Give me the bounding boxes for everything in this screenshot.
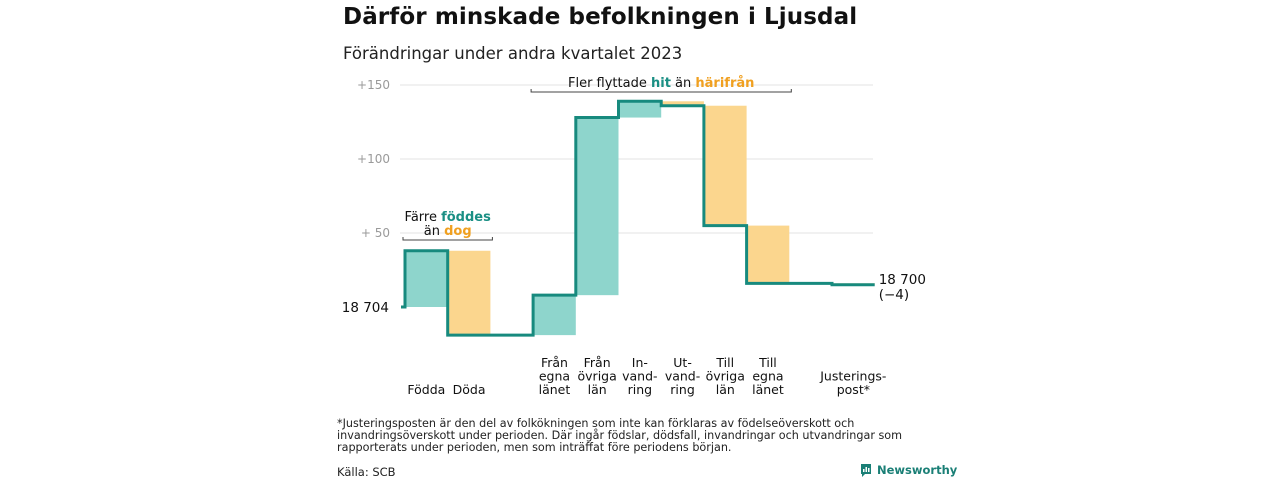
annotation-births-deaths: Färre föddes <box>405 210 492 225</box>
x-tick-label: Från <box>541 355 568 370</box>
x-tick-label: Ut- <box>673 355 692 370</box>
annotation-word: Fler flyttade <box>568 76 651 91</box>
x-tick-label: övriga <box>578 369 617 384</box>
bar-invandring <box>618 101 662 118</box>
bars <box>405 101 875 336</box>
bar-utvandring <box>661 101 704 106</box>
x-tick-label: In- <box>632 355 648 370</box>
x-tick-label: egna <box>539 369 570 384</box>
x-tick-label: Från <box>584 355 611 370</box>
x-tick-label: ring <box>670 382 694 397</box>
x-tick-label: Till <box>758 355 777 370</box>
x-tick-label: övriga <box>706 369 745 384</box>
newsworthy-logo-icon <box>861 464 871 477</box>
waterfall-chart: +150+100+ 50 Födda DödaFrånegnalänetFrånö… <box>342 76 926 397</box>
annotation-bracket <box>402 237 493 241</box>
y-tick-label: + 50 <box>361 226 390 240</box>
x-tick-label: Födda <box>407 382 445 397</box>
bar-födda <box>405 250 448 307</box>
annotation-word: dog <box>444 224 472 239</box>
bar-tillegnalänet <box>746 225 790 284</box>
y-tick-label: +100 <box>357 152 390 166</box>
annotation-word: än <box>671 76 695 91</box>
bar-döda <box>447 250 491 336</box>
x-axis-labels: Födda DödaFrånegnalänetFrånövrigalänIn-va… <box>407 355 886 397</box>
x-tick-label: post* <box>837 382 870 397</box>
brand-logo: Newsworthy <box>860 463 957 477</box>
source-credit: Källa: SCB <box>337 465 396 479</box>
end-value-label: 18 700 <box>879 272 926 288</box>
annotation-word: hit <box>651 76 671 91</box>
annotation-word: härifrån <box>695 76 754 91</box>
y-tick-label: +150 <box>357 78 390 92</box>
chart-subtitle: Förändringar under andra kvartalet 2023 <box>343 44 683 63</box>
x-tick-label: Justerings- <box>819 369 886 384</box>
annotation-word: Färre <box>405 210 442 225</box>
end-change-label: (−4) <box>879 287 909 303</box>
bar-frånegnalänet <box>533 295 576 336</box>
x-tick-label: län <box>588 382 607 397</box>
x-tick-label: Till <box>715 355 734 370</box>
y-axis: +150 +100 + 50 <box>357 78 390 240</box>
x-tick-label: län <box>716 382 735 397</box>
x-tick-label: vand- <box>665 369 700 384</box>
cumulative-step-line <box>401 99 875 337</box>
x-tick-label: egna <box>752 369 783 384</box>
annotation-word: än <box>424 224 444 239</box>
annotation-migration: Fler flyttade hit än härifrån <box>568 76 754 91</box>
x-tick-label: länet <box>752 382 784 397</box>
x-tick-label: vand- <box>622 369 657 384</box>
annotation-bracket <box>530 89 792 93</box>
gridlines <box>400 84 873 234</box>
x-tick-label: länet <box>539 382 571 397</box>
brand-name: Newsworthy <box>877 463 958 477</box>
x-tick-label: ring <box>628 382 652 397</box>
end-labels: 18 704 18 700(−4) <box>342 272 926 316</box>
chart-title: Därför minskade befolkningen i Ljusdal <box>343 4 858 30</box>
footnote: *Justeringsposten är den del av folkökni… <box>337 417 903 454</box>
start-value-label: 18 704 <box>342 300 389 316</box>
bar-tillövrigalän <box>703 105 747 226</box>
x-tick-label: Döda <box>453 382 486 397</box>
bar-frånövrigalän <box>575 117 619 296</box>
annotation-word: föddes <box>441 210 491 225</box>
annotation-births-deaths-line2: än dog <box>424 224 472 239</box>
